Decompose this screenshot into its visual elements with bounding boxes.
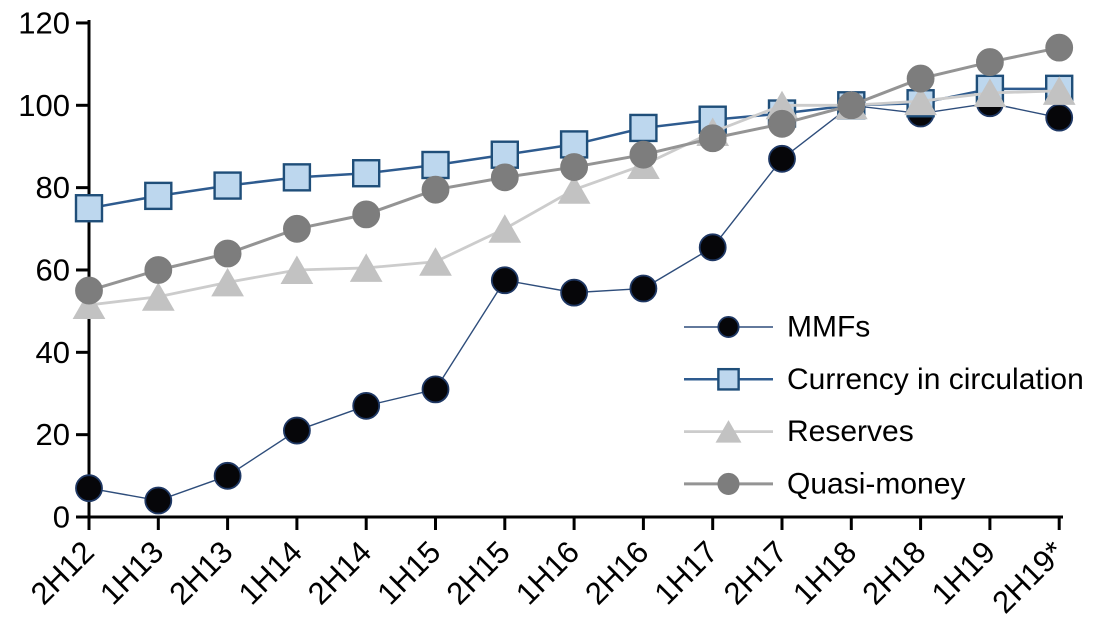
data-point-marker-quasi-money (490, 163, 519, 192)
data-point-marker-mmfs (629, 274, 658, 303)
legend-label-currency-in-circulation: Currency in circulation (787, 363, 1084, 396)
data-point-marker-currency-in-circulation (421, 150, 450, 180)
data-point-marker-quasi-money (768, 109, 796, 138)
y-axis-tick-label: 20 (36, 417, 70, 452)
legend-entry-quasi-money: Quasi-money (684, 467, 965, 500)
data-point-marker-reserves (715, 420, 742, 443)
x-axis-tick-label: 2H14 (301, 534, 378, 611)
data-point-marker-currency-in-circulation (74, 194, 104, 223)
legend-label-quasi-money: Quasi-money (787, 467, 965, 500)
data-point-marker-reserves (1042, 76, 1076, 105)
legend-entry-currency-in-circulation: Currency in circulation (684, 363, 1084, 396)
y-axis-tick-label: 120 (18, 5, 70, 40)
legend-entry-mmfs: MMFs (684, 311, 870, 344)
data-point-marker-quasi-money (144, 256, 173, 284)
data-point-marker-reserves (141, 282, 175, 311)
data-point-marker-quasi-money (421, 175, 450, 204)
x-axis-tick-label: 2H13 (162, 534, 239, 611)
data-point-marker-quasi-money (1045, 33, 1074, 62)
x-axis-tick-label: 2H18 (855, 534, 932, 611)
data-point-marker-quasi-money (906, 64, 935, 93)
data-point-marker-mmfs (560, 278, 588, 307)
data-point-marker-quasi-money (837, 91, 866, 120)
data-point-marker-mmfs (421, 375, 450, 404)
data-point-marker-quasi-money (560, 153, 588, 181)
data-point-marker-quasi-money (698, 124, 727, 153)
x-axis-tick-label: 2H12 (24, 534, 101, 611)
data-point-marker-currency-in-circulation (282, 163, 312, 192)
x-axis-tick-label: 1H16 (509, 534, 586, 611)
x-axis-tick-label: 1H14 (232, 534, 309, 611)
x-axis-tick-label: 1H17 (647, 534, 724, 611)
data-point-marker-reserves (973, 78, 1007, 107)
data-point-marker-quasi-money (282, 214, 311, 243)
y-axis-tick-label: 100 (18, 88, 70, 123)
data-point-marker-quasi-money (629, 140, 658, 169)
data-point-marker-currency-in-circulation (717, 367, 740, 391)
x-axis-tick-label: 2H15 (440, 534, 517, 611)
data-point-marker-reserves (211, 267, 244, 297)
data-point-marker-mmfs (698, 233, 727, 262)
data-point-marker-reserves (72, 290, 106, 319)
data-point-marker-currency-in-circulation (144, 181, 173, 211)
data-point-marker-mmfs (144, 486, 173, 515)
y-axis-tick-label: 0 (53, 500, 70, 535)
y-axis-tick-label: 80 (36, 170, 70, 205)
data-point-marker-mmfs (75, 474, 103, 503)
legend-label-mmfs: MMFs (787, 311, 870, 344)
x-axis-tick-label: 1H15 (370, 534, 447, 611)
data-point-marker-mmfs (282, 416, 311, 445)
data-point-marker-reserves (349, 253, 383, 282)
data-point-marker-reserves (280, 255, 314, 284)
data-point-marker-currency-in-circulation (629, 113, 658, 143)
data-point-marker-mmfs (213, 461, 242, 490)
data-point-marker-reserves (557, 175, 591, 204)
data-point-marker-mmfs (490, 266, 519, 295)
data-point-marker-mmfs (768, 144, 796, 173)
x-axis-tick-label: 1H18 (786, 534, 863, 611)
y-axis-tick-label: 40 (36, 335, 70, 370)
data-point-marker-quasi-money (75, 276, 103, 305)
data-point-marker-mmfs (352, 391, 381, 420)
y-axis-tick-label: 60 (36, 252, 70, 287)
data-point-marker-reserves (904, 86, 937, 116)
data-point-marker-currency-in-circulation (490, 140, 519, 169)
data-point-marker-reserves (488, 214, 522, 243)
data-point-marker-reserves (419, 247, 452, 276)
x-axis-tick-label: 1H13 (93, 534, 170, 611)
data-point-marker-quasi-money (717, 472, 740, 495)
data-point-marker-mmfs (717, 315, 740, 339)
x-axis-tick-label: 2H16 (578, 534, 655, 611)
x-axis-tick-label: 2H19* (985, 534, 1071, 620)
data-point-marker-quasi-money (352, 200, 381, 229)
data-point-marker-currency-in-circulation (213, 171, 242, 200)
data-point-marker-mmfs (1045, 103, 1074, 132)
data-point-marker-quasi-money (976, 48, 1004, 76)
data-point-marker-currency-in-circulation (352, 159, 381, 188)
legend-label-reserves: Reserves (787, 415, 914, 448)
x-axis-tick-label: 2H17 (717, 534, 794, 611)
legend-entry-reserves: Reserves (684, 415, 914, 448)
data-point-marker-quasi-money (213, 239, 242, 268)
